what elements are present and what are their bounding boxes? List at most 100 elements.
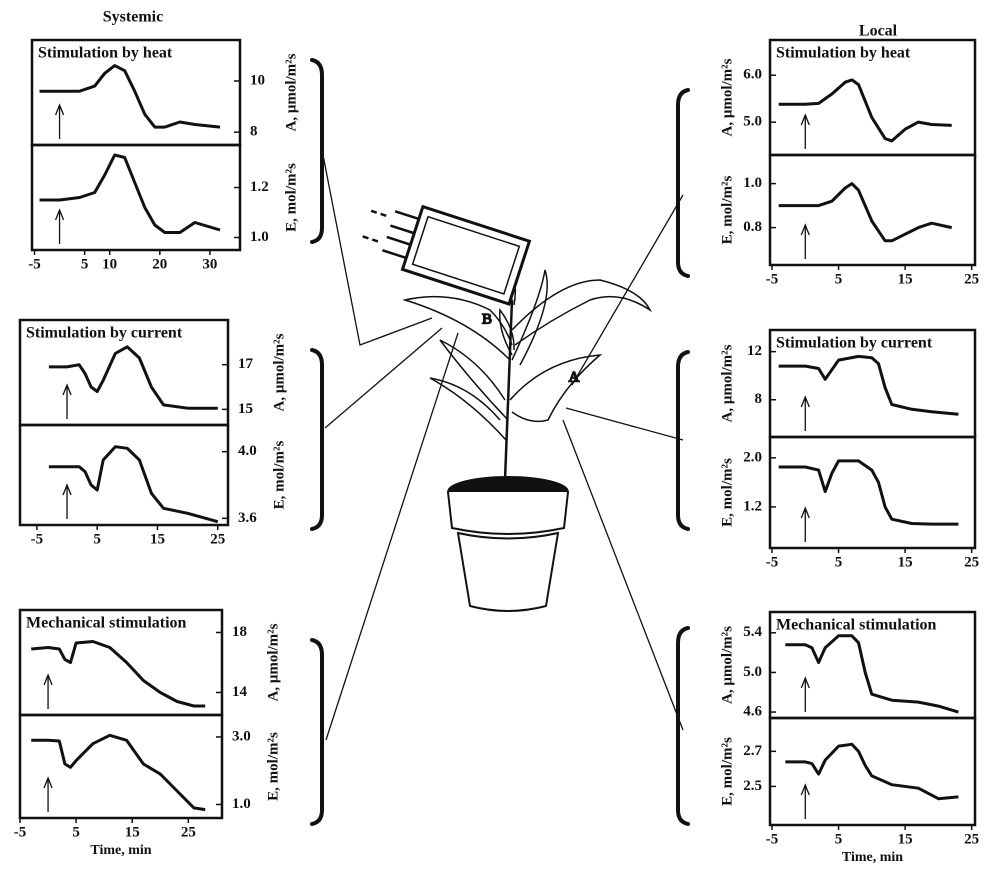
x-tick-label: 25	[181, 824, 196, 840]
data-line	[40, 66, 221, 128]
y-axis-label: A, μmol/m²s	[719, 58, 735, 136]
plot-frame	[770, 155, 975, 265]
x-tick-label: 25	[210, 531, 225, 547]
y-tick-label: 0.8	[743, 219, 762, 235]
column-heading: Local	[859, 23, 898, 40]
stimulus-arrow	[56, 105, 64, 139]
y-axis-label: E, mol/m²s	[265, 732, 281, 801]
x-tick-label: 5	[93, 531, 101, 547]
y-tick-label: 1.0	[743, 175, 762, 191]
subplot: E, mol/m²s 1.0 3.0 -5 5 15 25 Time, min	[14, 715, 282, 858]
x-tick-label: 5	[81, 256, 89, 272]
y-axis-label: A, μmol/m²s	[271, 333, 287, 411]
x-tick-label: 5	[835, 831, 843, 847]
figure: Systemic Local B A	[0, 0, 990, 872]
stimulus-arrow	[801, 115, 809, 149]
plot-frame	[20, 715, 222, 818]
stimulus-arrow	[801, 508, 809, 542]
x-tick-label: 25	[964, 831, 979, 847]
y-tick-label: 12	[747, 343, 762, 359]
panel-title: Stimulation by current	[26, 325, 183, 342]
y-tick-label: 8	[755, 391, 763, 407]
y-tick-label: 5.4	[743, 624, 762, 640]
x-tick-label: 15	[898, 831, 913, 847]
pot	[448, 477, 568, 611]
stimulus-arrow	[801, 225, 809, 259]
stimulus-arrow	[56, 210, 64, 244]
y-tick-label: 3.0	[232, 728, 251, 744]
stimulus-arrow	[44, 778, 52, 812]
subplot: E, mol/m²s 3.6 4.0 -5 5 15 25	[20, 425, 287, 547]
stimulus-arrow	[801, 785, 809, 819]
column-heading: Systemic	[103, 9, 163, 26]
x-tick-label: -5	[766, 271, 779, 287]
y-tick-label: 1.0	[232, 796, 251, 812]
y-axis-label: A, μmol/m²s	[719, 344, 735, 422]
y-tick-label: 18	[232, 624, 247, 640]
y-axis-label: A, μmol/m²s	[283, 53, 299, 131]
y-tick-label: 14	[232, 684, 248, 700]
panel-title: Mechanical stimulation	[776, 617, 937, 634]
y-tick-label: 1.2	[250, 179, 269, 195]
data-line	[785, 636, 958, 712]
stimulus-arrow	[63, 385, 71, 419]
x-tick-label: 5	[72, 824, 80, 840]
y-tick-label: 17	[238, 356, 254, 372]
x-tick-label: 5	[835, 271, 843, 287]
y-axis-label: E, mol/m²s	[719, 458, 735, 527]
subplot: Stimulation by current A, μmol/m²s 8 12	[719, 330, 975, 437]
plant-label: A	[569, 369, 580, 385]
x-tick-label: 15	[898, 271, 913, 287]
y-tick-label: 10	[250, 72, 265, 88]
x-tick-label: 25	[964, 554, 979, 570]
subplot: Stimulation by current A, μmol/m²s 15 17	[20, 320, 287, 425]
x-tick-label: 20	[152, 256, 167, 272]
y-tick-label: 2.0	[743, 449, 762, 465]
y-tick-label: 1.0	[250, 229, 269, 245]
y-axis-label: A, μmol/m²s	[719, 626, 735, 704]
panel-title: Stimulation by heat	[38, 45, 173, 62]
x-tick-label: -5	[766, 554, 779, 570]
plot-frame	[770, 718, 975, 825]
plot-frame	[20, 425, 228, 525]
y-tick-label: 15	[238, 401, 253, 417]
plant-label: B	[482, 311, 492, 327]
plot-frame	[32, 145, 240, 250]
panel-title: Stimulation by heat	[776, 45, 911, 62]
x-tick-label: 5	[835, 554, 843, 570]
y-tick-label: 4.6	[743, 703, 762, 719]
x-tick-label: -5	[31, 531, 44, 547]
x-tick-label: 10	[102, 256, 117, 272]
panel-title: Stimulation by current	[776, 335, 933, 352]
y-axis-label: A, μmol/m²s	[265, 623, 281, 701]
x-tick-label: -5	[14, 824, 27, 840]
y-tick-label: 8	[250, 124, 258, 140]
data-line	[785, 744, 958, 798]
y-axis-label: E, mol/m²s	[283, 163, 299, 232]
x-tick-label: 15	[150, 531, 165, 547]
data-line	[40, 155, 221, 233]
subplot: Mechanical stimulationA, μmol/m²s1418	[20, 610, 281, 715]
y-tick-label: 4.0	[238, 443, 257, 459]
y-tick-label: 3.6	[238, 510, 257, 526]
data-line	[49, 347, 218, 408]
x-tick-label: 30	[202, 256, 217, 272]
y-tick-label: 5.0	[743, 114, 762, 130]
plot-frame	[770, 437, 975, 548]
x-axis-label: Time, min	[90, 843, 151, 858]
y-tick-label: 1.2	[743, 498, 762, 514]
subplot: E, mol/m²s0.81.0-551525	[719, 155, 979, 287]
braces	[312, 60, 688, 824]
y-axis-label: E, mol/m²s	[271, 441, 287, 510]
data-line	[49, 447, 218, 522]
stimulus-arrow	[44, 675, 52, 709]
stimulus-arrow	[63, 485, 71, 519]
stimulus-arrow	[801, 397, 809, 431]
panels: Stimulation by heat A, μmol/m²s 8 10 E, mol/…	[14, 40, 979, 865]
x-axis-label: Time, min	[842, 850, 903, 865]
x-tick-label: 15	[125, 824, 140, 840]
